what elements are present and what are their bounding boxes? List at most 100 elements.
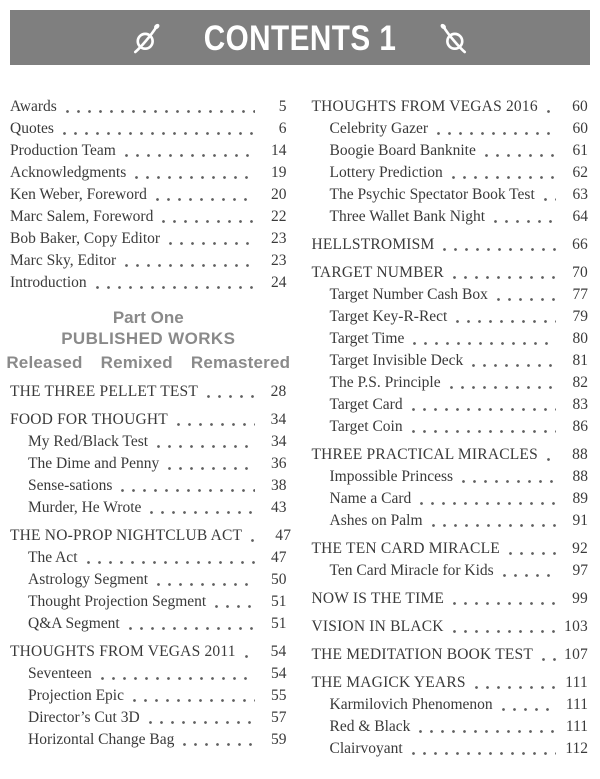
dot-leader xyxy=(126,613,255,635)
toc-entry-label: Boogie Board Banknite xyxy=(329,142,476,159)
toc-entry: TARGET NUMBER 70 xyxy=(312,262,589,284)
toc-entry-page: 23 xyxy=(271,252,287,269)
toc-entry-label: Target Time xyxy=(329,330,405,347)
toc-entry: The Psychic Spectator Book Test 63 xyxy=(312,184,589,206)
toc-entry-page: 66 xyxy=(572,236,588,253)
toc-entry: Acknowledgments 19 xyxy=(10,162,287,184)
toc-entry-page: 80 xyxy=(572,330,589,347)
toc-entry-label: THE NO-PROP NIGHTCLUB ACT xyxy=(10,527,243,544)
dot-leader xyxy=(409,738,556,760)
toc-entry: THE NO-PROP NIGHTCLUB ACT 47 xyxy=(10,525,291,547)
dot-leader xyxy=(409,394,556,416)
dot-leader xyxy=(133,162,255,184)
dot-leader xyxy=(418,488,556,510)
toc-entry-label: The Psychic Spectator Book Test xyxy=(329,186,535,203)
dot-leader xyxy=(411,328,556,350)
part-divider: Part One PUBLISHED WORKS Released Remixed Re… xyxy=(6,308,290,375)
toc-entry-label: Karmilovich Phenomenon xyxy=(329,696,493,713)
toc-entry-page: 77 xyxy=(572,286,589,303)
toc-entry: Ten Card Miracle for Kids 97 xyxy=(312,560,588,582)
toc-entry: Boogie Board Banknite 61 xyxy=(312,140,588,162)
toc-entry-page: 81 xyxy=(572,352,589,369)
toc-entry-label: Celebrity Gazer xyxy=(329,120,429,137)
toc-entry-label: Lottery Prediction xyxy=(329,164,443,181)
toc-entry-page: 34 xyxy=(271,433,287,450)
toc-entry-label: THREE PRACTICAL MIRACLES xyxy=(311,446,538,463)
dot-leader xyxy=(174,409,255,431)
toc-entry: Target Card 83 xyxy=(312,394,588,416)
toc-entry-page: 92 xyxy=(572,540,588,557)
toc-entry-label: Red & Black xyxy=(329,718,411,735)
toc-entry-label: Introduction xyxy=(10,274,87,291)
toc-entry: Marc Sky, Editor 23 xyxy=(10,250,287,272)
toc-entry: Introduction 24 xyxy=(10,272,287,294)
toc-entry-label: Name a Card xyxy=(329,490,412,507)
toc-entry-page: 112 xyxy=(565,740,588,757)
toc-columns: Awards 5 Quotes 6 Production Team 14 Acknowled… xyxy=(0,65,600,760)
toc-entry: THOUGHTS FROM VEGAS 2011 54 xyxy=(10,641,287,663)
toc-entry: Thought Projection Segment 51 xyxy=(10,591,287,613)
toc-entry-label: Target Invisible Deck xyxy=(329,352,464,369)
toc-entry: VISION IN BLACK 103 xyxy=(312,616,589,638)
toc-entry: Seventeen 54 xyxy=(10,663,287,685)
dot-leader xyxy=(454,306,556,328)
part-subtitle: Released Remixed Remastered xyxy=(6,350,290,375)
dot-leader xyxy=(441,234,556,256)
dot-leader xyxy=(541,184,556,206)
toc-entry-label: TARGET NUMBER xyxy=(311,264,444,281)
dot-leader xyxy=(506,538,556,560)
toc-column-left: Awards 5 Quotes 6 Production Team 14 Acknowled… xyxy=(6,96,291,760)
dot-leader xyxy=(450,262,556,284)
dot-leader xyxy=(166,453,255,475)
toc-entry: Target Invisible Deck 81 xyxy=(312,350,589,372)
toc-entry: The P.S. Principle 82 xyxy=(312,372,588,394)
dot-leader xyxy=(153,184,255,206)
toc-entry-label: Director’s Cut 3D xyxy=(28,709,140,726)
dot-leader xyxy=(213,591,255,613)
dot-leader xyxy=(60,118,255,140)
toc-entry: Target Key-R-Rect 79 xyxy=(312,306,588,328)
toc-entry-label: Acknowledgments xyxy=(10,164,127,181)
dot-leader xyxy=(429,510,556,532)
dot-leader xyxy=(472,672,556,694)
dot-leader xyxy=(181,729,255,751)
flourish-right-icon xyxy=(440,23,467,53)
part-subtitle-word: Released xyxy=(6,353,83,372)
dot-leader xyxy=(98,663,255,685)
toc-entry-page: 63 xyxy=(572,186,589,203)
dot-leader xyxy=(482,140,556,162)
toc-entry: THE TEN CARD MIRACLE 92 xyxy=(312,538,589,560)
toc-entry-page: 62 xyxy=(572,164,589,181)
toc-entry-label: Murder, He Wrote xyxy=(28,499,142,516)
toc-entry: Horizontal Change Bag 59 xyxy=(10,729,287,751)
toc-entry-label: The Act xyxy=(28,549,78,566)
dot-leader xyxy=(544,444,556,466)
toc-entry: Projection Epic 55 xyxy=(10,685,287,707)
toc-entry-page: 34 xyxy=(270,411,287,428)
toc-entry: Lottery Prediction 62 xyxy=(312,162,589,184)
toc-entry-page: 89 xyxy=(572,490,589,507)
dot-leader xyxy=(146,707,255,729)
toc-entry-page: 70 xyxy=(572,264,588,281)
toc-entry-page: 24 xyxy=(271,274,287,291)
dot-leader xyxy=(93,272,255,294)
page-title: CONTENTS 1 xyxy=(203,16,397,57)
toc-entry-label: THE MEDITATION BOOK TEST xyxy=(311,646,534,663)
toc-entry-label: Astrology Segment xyxy=(28,571,149,588)
page-header: CONTENTS 1 xyxy=(10,10,590,65)
toc-entry: Ken Weber, Foreword 20 xyxy=(10,184,287,206)
toc-entry: Q&A Segment 51 xyxy=(10,613,287,635)
toc-entry-label: Clairvoyant xyxy=(329,740,403,757)
toc-entry-label: Target Coin xyxy=(329,418,403,435)
toc-entry-page: 20 xyxy=(271,186,287,203)
dot-leader xyxy=(500,560,556,582)
dot-leader xyxy=(123,250,255,272)
toc-entry-label: Production Team xyxy=(10,142,116,159)
dot-leader xyxy=(131,685,255,707)
dot-leader xyxy=(205,381,255,403)
toc-entry: FOOD FOR THOUGHT 34 xyxy=(10,409,287,431)
toc-entry-label: Awards xyxy=(10,98,57,115)
toc-entry-label: FOOD FOR THOUGHT xyxy=(10,411,168,428)
toc-entry: Quotes 6 xyxy=(10,118,287,140)
toc-entry: Target Time 80 xyxy=(312,328,589,350)
